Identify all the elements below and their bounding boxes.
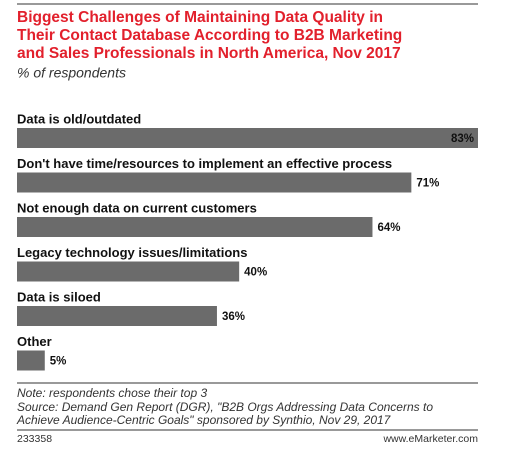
value-label: 83%	[451, 133, 474, 145]
chart-title: and Sales Professionals in North America…	[17, 45, 401, 62]
value-label: 71%	[416, 178, 439, 190]
category-label: Data is old/outdated	[17, 111, 141, 126]
bar	[17, 350, 45, 371]
bar	[17, 306, 217, 326]
source: Source: Demand Gen Report (DGR), "B2B Or…	[17, 400, 433, 414]
category-label: Data is siloed	[17, 289, 101, 304]
value-label: 64%	[377, 222, 400, 234]
bar	[17, 217, 373, 237]
category-label: Don't have time/resources to implement a…	[17, 156, 392, 171]
note: Note: respondents chose their top 3	[17, 386, 207, 400]
category-label: Legacy technology issues/limitations	[17, 245, 247, 260]
bar	[17, 172, 412, 193]
publisher: www.eMarketer.com	[382, 433, 478, 445]
chart-title: Their Contact Database According to B2B …	[17, 27, 402, 44]
value-label: 40%	[244, 267, 267, 279]
bar	[17, 128, 478, 148]
bar	[17, 261, 240, 282]
value-label: 36%	[222, 311, 245, 323]
source: Achieve Audience-Centric Goals" sponsore…	[16, 413, 392, 427]
chart-title: Biggest Challenges of Maintaining Data Q…	[17, 9, 383, 26]
category-label: Not enough data on current customers	[17, 200, 257, 215]
chart-id: 233358	[17, 433, 52, 445]
chart-subtitle: % of respondents	[17, 65, 126, 81]
category-label: Other	[17, 334, 52, 349]
value-label: 5%	[50, 356, 67, 368]
